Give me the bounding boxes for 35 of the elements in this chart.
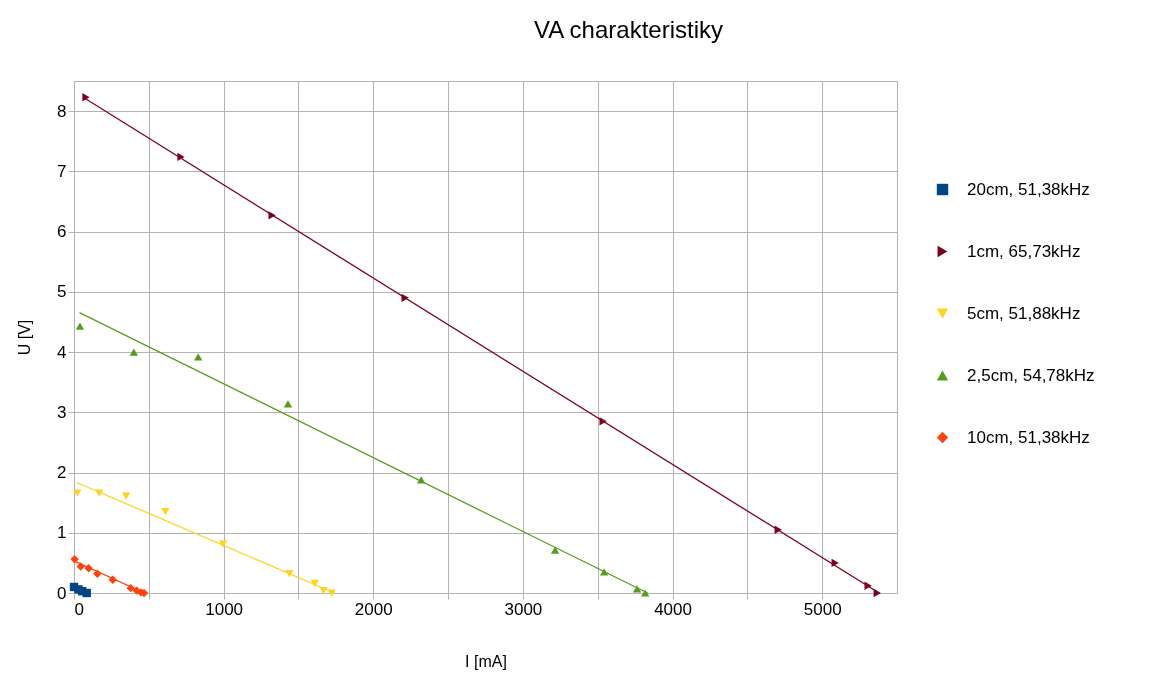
- y-tick-label: 2: [57, 463, 67, 483]
- point: [161, 508, 170, 516]
- x-tick-label: 0: [74, 599, 84, 619]
- y-tick-label: 7: [57, 161, 67, 181]
- point: [73, 489, 82, 497]
- legend-label: 2,5cm, 54,78kHz: [967, 365, 1095, 385]
- x-tick-label: 3000: [504, 599, 543, 619]
- point: [194, 353, 203, 361]
- point: [640, 589, 650, 597]
- y-tick-label: 3: [57, 402, 67, 422]
- point: [550, 546, 560, 554]
- legend-label: 20cm, 51,38kHz: [967, 179, 1090, 199]
- point: [599, 568, 609, 576]
- x-tick-label: 1000: [205, 599, 244, 619]
- legend-label: 5cm, 51,88kHz: [967, 303, 1081, 323]
- y-tick-label: 4: [57, 342, 67, 362]
- x-tick-label: 4000: [654, 599, 692, 619]
- y-axis-title: U [V]: [16, 319, 34, 356]
- y-tick-label: 0: [57, 583, 67, 603]
- point: [75, 322, 85, 330]
- y-tick-label: 1: [57, 523, 67, 543]
- y-tick-label: 8: [57, 101, 67, 121]
- x-axis-title: I [mA]: [465, 652, 507, 670]
- legend-label: 1cm, 65,73kHz: [967, 241, 1081, 261]
- legend-label: 10cm, 51,38kHz: [967, 427, 1090, 447]
- y-tick-label: 6: [57, 222, 67, 242]
- chart-title: VA charakteristiky: [534, 16, 723, 43]
- x-tick-label: 2000: [354, 599, 393, 619]
- x-tick-label: 5000: [803, 599, 842, 619]
- point: [82, 93, 90, 102]
- point: [82, 588, 91, 598]
- point: [129, 348, 139, 356]
- y-tick-label: 5: [57, 282, 67, 302]
- point: [121, 492, 131, 500]
- point: [70, 555, 79, 564]
